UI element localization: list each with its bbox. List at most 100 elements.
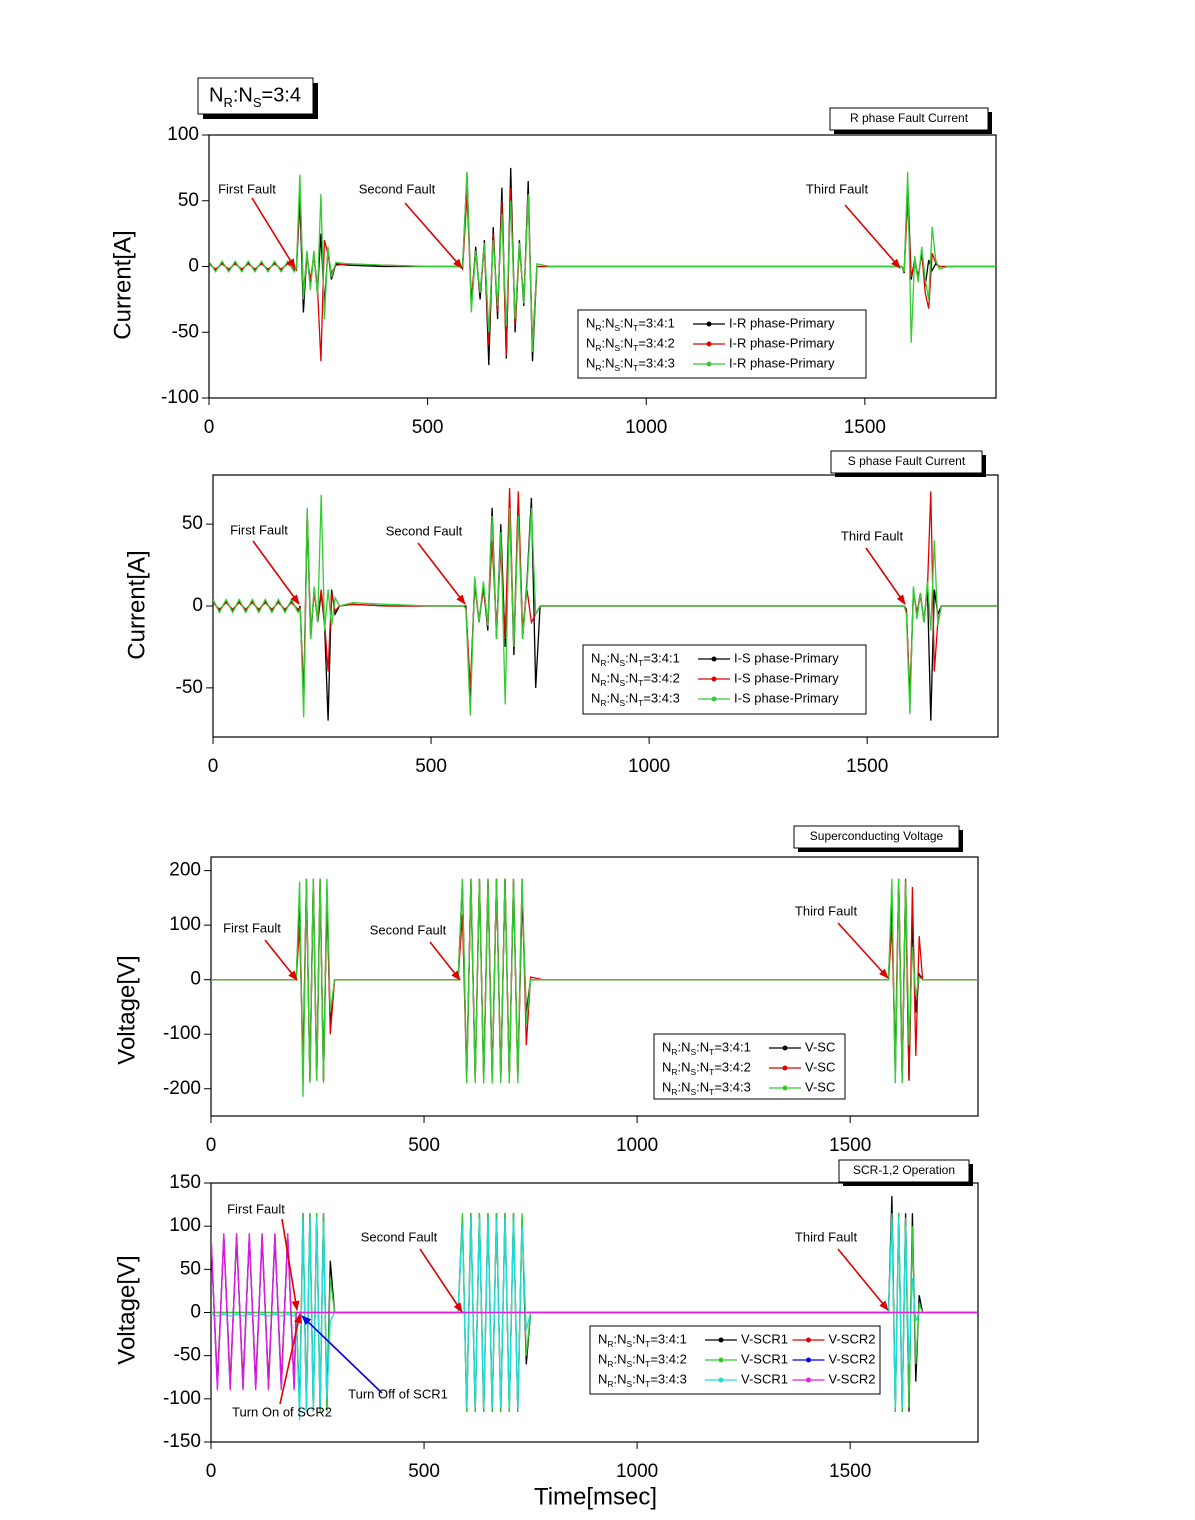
title-box: [830, 450, 983, 474]
legend-marker: [782, 1065, 788, 1071]
legend-label: I-S phase-Primary: [734, 690, 839, 705]
y-tick-label: 100: [169, 914, 201, 935]
annotation: Third Fault: [795, 903, 858, 918]
y-tick-label: 0: [190, 969, 201, 990]
title-box: [793, 825, 960, 849]
x-tick-label: 0: [204, 417, 215, 438]
legend-marker: [718, 1377, 724, 1383]
y-axis-label: Voltage[V]: [113, 955, 140, 1064]
series-line: [211, 878, 978, 1097]
y-tick-label: -100: [161, 387, 199, 408]
legend-marker: [711, 676, 717, 682]
x-tick-label: 500: [412, 417, 444, 438]
annotation-arrow: [837, 1248, 889, 1311]
legend-marker: [718, 1357, 724, 1363]
legend-label: I-R phase-Primary: [729, 335, 835, 350]
legend-group: NR:NS:NT=3:4:1: [586, 315, 675, 333]
series-line: [213, 494, 998, 718]
series-line: [211, 1233, 978, 1391]
legend-label: V-SCR1: [741, 1371, 788, 1386]
annotation: Turn On of SCR2: [232, 1404, 332, 1419]
annotation-arrow: [252, 540, 300, 605]
annotation: First Fault: [218, 181, 276, 196]
annotation: Second Fault: [361, 1229, 438, 1244]
legend-marker: [782, 1085, 788, 1091]
y-tick-label: 0: [192, 595, 203, 616]
title-box: [829, 107, 989, 131]
annotation: Second Fault: [386, 523, 463, 538]
annotation-arrow: [404, 202, 463, 269]
annotation: Turn Off of SCR1: [348, 1386, 448, 1401]
y-tick-label: -200: [163, 1078, 201, 1099]
y-tick-label: -150: [163, 1431, 201, 1452]
legend-group: NR:NS:NT=3:4:1: [598, 1331, 687, 1349]
y-tick-label: 150: [169, 1172, 201, 1193]
chart-title: Superconducting Voltage: [810, 829, 944, 843]
y-tick-label: 50: [180, 1258, 201, 1279]
y-axis-label: Voltage[V]: [113, 1255, 140, 1364]
x-tick-label: 500: [408, 1135, 440, 1156]
y-tick-label: 0: [190, 1302, 201, 1323]
legend-group: NR:NS:NT=3:4:2: [598, 1351, 687, 1369]
legend-marker: [711, 656, 717, 662]
legend-label: V-SC: [805, 1059, 835, 1074]
legend-group: NR:NS:NT=3:4:3: [598, 1371, 687, 1389]
annotation: First Fault: [223, 920, 281, 935]
y-tick-label: 100: [167, 124, 199, 145]
x-axis-label: Time[msec]: [534, 1483, 657, 1510]
x-tick-label: 500: [408, 1461, 440, 1482]
annotation-arrow: [264, 939, 298, 981]
x-tick-label: 1500: [844, 417, 886, 438]
legend-group: NR:NS:NT=3:4:3: [591, 690, 680, 708]
legend-marker: [806, 1337, 811, 1343]
x-tick-label: 1500: [846, 756, 888, 777]
legend-label: I-R phase-Primary: [729, 355, 835, 370]
legend-label: V-SCR1: [741, 1351, 788, 1366]
legend-label: I-S phase-Primary: [734, 670, 839, 685]
legend-group: NR:NS:NT=3:4:1: [591, 650, 680, 668]
legend-group: NR:NS:NT=3:4:2: [591, 670, 680, 688]
annotation: Third Fault: [795, 1229, 858, 1244]
annotation-arrow: [279, 1313, 302, 1405]
y-tick-label: 200: [169, 860, 201, 881]
legend-label: V-SC: [805, 1079, 835, 1094]
legend-group: NR:NS:NT=3:4:2: [662, 1059, 751, 1077]
legend-marker: [806, 1377, 811, 1383]
y-tick-label: -50: [174, 1345, 201, 1366]
y-tick-label: 0: [188, 256, 199, 277]
annotation-arrow: [419, 1248, 463, 1313]
x-tick-label: 0: [206, 1461, 217, 1482]
x-tick-label: 1500: [829, 1461, 871, 1482]
annotation: First Fault: [230, 522, 288, 537]
x-tick-label: 1000: [616, 1135, 658, 1156]
chart-title: S phase Fault Current: [848, 454, 966, 468]
legend-label: V-SC: [805, 1039, 835, 1054]
annotation-arrow: [837, 922, 889, 979]
y-tick-label: -100: [163, 1023, 201, 1044]
x-tick-label: 500: [415, 756, 447, 777]
series-line: [209, 171, 996, 353]
annotation-arrow: [844, 204, 901, 269]
x-tick-label: 1500: [829, 1135, 871, 1156]
legend-label: V-SCR2: [829, 1371, 876, 1386]
annotation-arrow: [281, 1218, 300, 1311]
legend-label: V-SCR1: [741, 1331, 788, 1346]
legend-marker: [706, 361, 712, 367]
legend-marker: [782, 1045, 788, 1051]
y-axis-label: Current[A]: [123, 550, 150, 659]
annotation-arrow: [429, 941, 461, 981]
y-tick-label: -50: [176, 677, 203, 698]
y-axis-label: Current[A]: [109, 230, 136, 339]
y-tick-label: 100: [169, 1215, 201, 1236]
y-tick-label: -50: [172, 321, 199, 342]
x-tick-label: 0: [208, 756, 219, 777]
legend-marker: [806, 1357, 811, 1363]
plot-frame: [210, 856, 979, 1117]
annotation-arrow: [301, 1315, 383, 1394]
legend-group: NR:NS:NT=3:4:3: [662, 1079, 751, 1097]
legend-marker: [711, 696, 717, 702]
legend-group: NR:NS:NT=3:4:1: [662, 1039, 751, 1057]
y-tick-label: 50: [178, 190, 199, 211]
annotation-arrow: [865, 547, 906, 605]
